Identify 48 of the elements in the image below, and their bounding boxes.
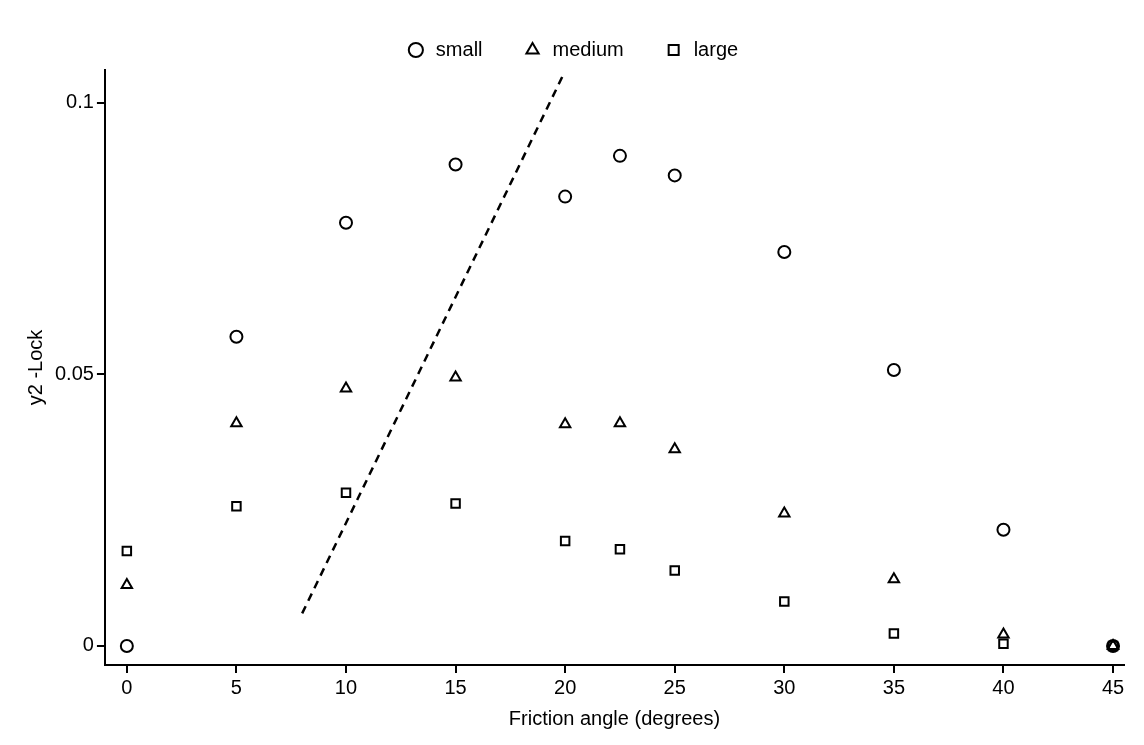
point (996, 522, 1011, 537)
point (450, 498, 461, 509)
point (119, 638, 134, 653)
point (613, 416, 627, 428)
y-tick-label: 0 (82, 633, 94, 656)
x-tick-label: 35 (882, 675, 906, 698)
point (448, 157, 463, 172)
point (449, 370, 462, 382)
point (887, 572, 901, 584)
point (558, 417, 572, 429)
x-tick-label: 0 (121, 675, 133, 698)
y-tick-label: 0.1 (66, 90, 94, 113)
point (614, 544, 626, 555)
point (230, 416, 243, 428)
point (120, 578, 134, 590)
legend-label: medium (552, 37, 624, 60)
x-tick-label: 25 (663, 675, 686, 698)
point (121, 545, 133, 557)
point (888, 628, 900, 639)
y-tick-label: 0.05 (54, 361, 94, 384)
point (886, 362, 901, 377)
legend-label: large (693, 37, 739, 60)
point (777, 245, 792, 260)
point (612, 148, 627, 163)
point (339, 215, 353, 230)
x-tick-label: 40 (992, 675, 1015, 698)
point (668, 442, 681, 454)
x-tick-label: 30 (773, 675, 796, 698)
point (559, 535, 571, 547)
point (998, 638, 1009, 650)
x-tick-label: 20 (554, 675, 577, 698)
x-tick-label: 45 (1101, 675, 1125, 698)
x-tick-label: 5 (230, 675, 242, 698)
y-axis-title: y2 -Lock (23, 328, 46, 406)
point (779, 596, 790, 607)
point (339, 381, 353, 393)
point (340, 487, 352, 498)
point (231, 501, 242, 512)
point (229, 329, 244, 344)
point (667, 168, 682, 183)
point (669, 565, 680, 576)
point (558, 189, 573, 204)
x-tick-label: 15 (444, 675, 467, 698)
legend-label: small (435, 37, 483, 60)
x-tick-label: 10 (334, 675, 358, 698)
point (778, 506, 791, 518)
point (997, 627, 1010, 639)
x-axis-title: Friction angle (degrees) (508, 706, 721, 729)
